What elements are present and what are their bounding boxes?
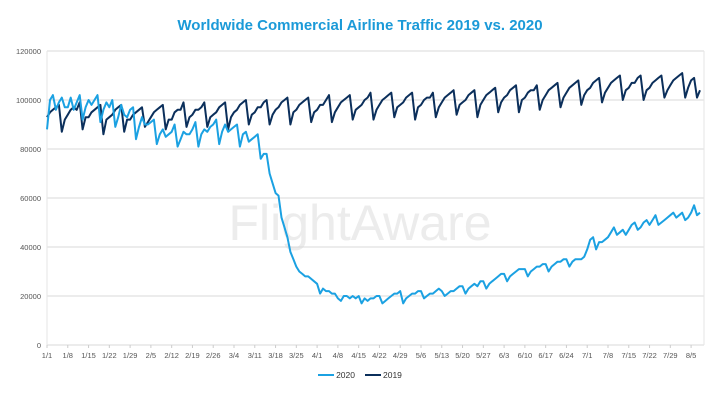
x-tick-label: 3/4 bbox=[229, 351, 239, 360]
legend: 2020 2019 bbox=[0, 370, 720, 380]
y-tick-label: 120000 bbox=[16, 47, 41, 56]
x-tick-label: 6/3 bbox=[499, 351, 509, 360]
series-line-2020 bbox=[46, 94, 701, 305]
series-line-2019 bbox=[46, 72, 701, 136]
x-tick-label: 6/17 bbox=[538, 351, 553, 360]
x-tick-label: 5/6 bbox=[416, 351, 426, 360]
x-tick-label: 2/26 bbox=[206, 351, 221, 360]
x-tick-label: 1/15 bbox=[81, 351, 96, 360]
y-tick-label: 100000 bbox=[16, 96, 41, 105]
x-tick-label: 7/1 bbox=[582, 351, 592, 360]
x-tick-label: 3/25 bbox=[289, 351, 304, 360]
y-tick-label: 0 bbox=[37, 341, 41, 350]
x-tick-label: 7/22 bbox=[642, 351, 657, 360]
x-tick-label: 3/11 bbox=[248, 351, 262, 360]
x-tick-label: 4/1 bbox=[312, 351, 322, 360]
x-tick-label: 1/1 bbox=[42, 351, 52, 360]
x-tick-label: 4/22 bbox=[372, 351, 387, 360]
legend-item-2019: 2019 bbox=[365, 370, 402, 380]
y-tick-label: 80000 bbox=[20, 145, 41, 154]
x-tick-label: 4/15 bbox=[351, 351, 366, 360]
legend-label-2020: 2020 bbox=[336, 370, 355, 380]
legend-label-2019: 2019 bbox=[383, 370, 402, 380]
x-tick-label: 2/5 bbox=[146, 351, 156, 360]
watermark: FlightAware bbox=[228, 195, 491, 251]
x-tick-label: 8/5 bbox=[686, 351, 696, 360]
x-tick-label: 7/15 bbox=[621, 351, 636, 360]
x-tick-label: 5/20 bbox=[455, 351, 470, 360]
x-tick-label: 7/8 bbox=[603, 351, 613, 360]
x-tick-label: 2/12 bbox=[164, 351, 179, 360]
x-tick-label: 3/18 bbox=[268, 351, 283, 360]
chart-title: Worldwide Commercial Airline Traffic 201… bbox=[177, 17, 543, 34]
x-tick-label: 1/8 bbox=[63, 351, 73, 360]
legend-swatch-2020 bbox=[318, 373, 335, 377]
x-tick-label: 6/24 bbox=[559, 351, 574, 360]
y-tick-label: 60000 bbox=[20, 194, 41, 203]
x-tick-label: 5/13 bbox=[434, 351, 449, 360]
legend-swatch-2019 bbox=[365, 373, 381, 377]
x-tick-label: 2/19 bbox=[185, 351, 200, 360]
x-tick-label: 7/29 bbox=[663, 351, 678, 360]
x-tick-label: 1/29 bbox=[123, 351, 138, 360]
y-tick-label: 40000 bbox=[20, 243, 41, 252]
x-tick-label: 1/22 bbox=[102, 351, 117, 360]
x-tick-label: 4/29 bbox=[393, 351, 408, 360]
legend-item-2020: 2020 bbox=[318, 370, 355, 380]
x-tick-label: 4/8 bbox=[333, 351, 343, 360]
x-tick-label: 6/10 bbox=[518, 351, 533, 360]
x-tick-label: 5/27 bbox=[476, 351, 491, 360]
y-tick-label: 20000 bbox=[20, 292, 41, 301]
